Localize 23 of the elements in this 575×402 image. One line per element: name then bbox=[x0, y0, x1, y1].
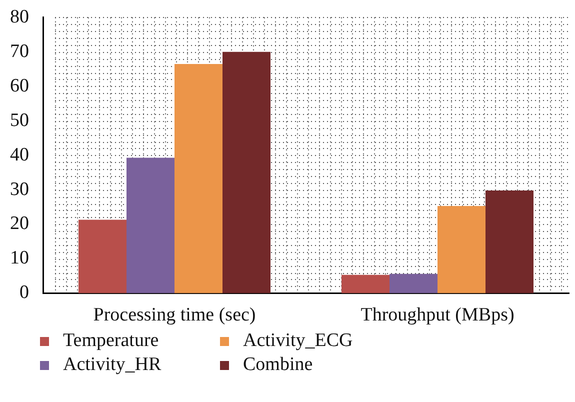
bar bbox=[486, 190, 534, 294]
y-tick-label: 80 bbox=[10, 6, 29, 28]
bar bbox=[438, 206, 486, 294]
bar bbox=[222, 52, 270, 294]
y-tick-label: 30 bbox=[10, 178, 29, 200]
y-tick-label: 40 bbox=[10, 144, 29, 166]
bar bbox=[78, 220, 127, 294]
bar bbox=[342, 274, 390, 294]
bar bbox=[174, 64, 222, 294]
legend-label: Activity_HR bbox=[63, 354, 162, 376]
legend-label: Activity_ECG bbox=[243, 330, 353, 352]
x-tick-label: Throughput (MBps) bbox=[360, 304, 514, 326]
y-tick-label: 60 bbox=[10, 75, 29, 96]
legend-label: Combine bbox=[243, 354, 313, 376]
y-tick-label: 50 bbox=[10, 110, 29, 131]
y-tick-label: 70 bbox=[10, 40, 29, 62]
y-tick-label: 10 bbox=[10, 248, 29, 269]
bar bbox=[390, 274, 438, 294]
bar bbox=[126, 158, 174, 294]
y-tick-label: 20 bbox=[10, 213, 29, 234]
legend-label: Temperature bbox=[63, 330, 159, 352]
y-tick-label: 0 bbox=[20, 282, 29, 304]
x-tick-label: Processing time (sec) bbox=[93, 304, 256, 326]
